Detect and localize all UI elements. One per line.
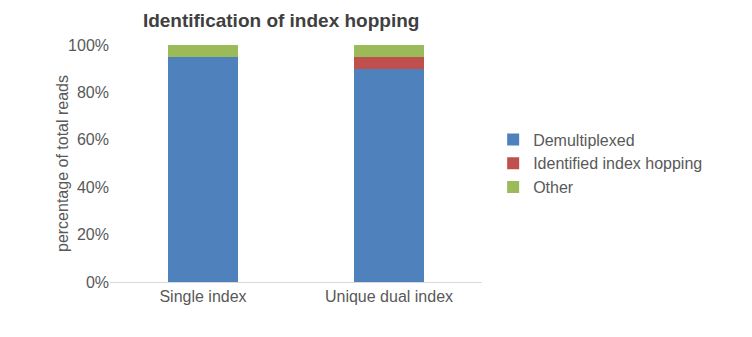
svg-text:80%: 80%	[77, 84, 109, 101]
svg-text:Identified index hopping: Identified index hopping	[533, 155, 702, 172]
svg-text:Other: Other	[533, 179, 574, 196]
svg-text:Unique dual index: Unique dual index	[325, 288, 453, 305]
svg-text:Identification of index hoppin: Identification of index hopping	[143, 10, 420, 31]
svg-text:60%: 60%	[77, 131, 109, 148]
svg-text:100%: 100%	[68, 37, 109, 54]
svg-text:0%: 0%	[86, 274, 109, 291]
svg-text:40%: 40%	[77, 179, 109, 196]
svg-text:20%: 20%	[77, 226, 109, 243]
svg-text:Single index: Single index	[159, 288, 246, 305]
svg-text:percentage of total reads: percentage of total reads	[54, 75, 71, 252]
svg-text:Demultiplexed: Demultiplexed	[533, 132, 634, 149]
